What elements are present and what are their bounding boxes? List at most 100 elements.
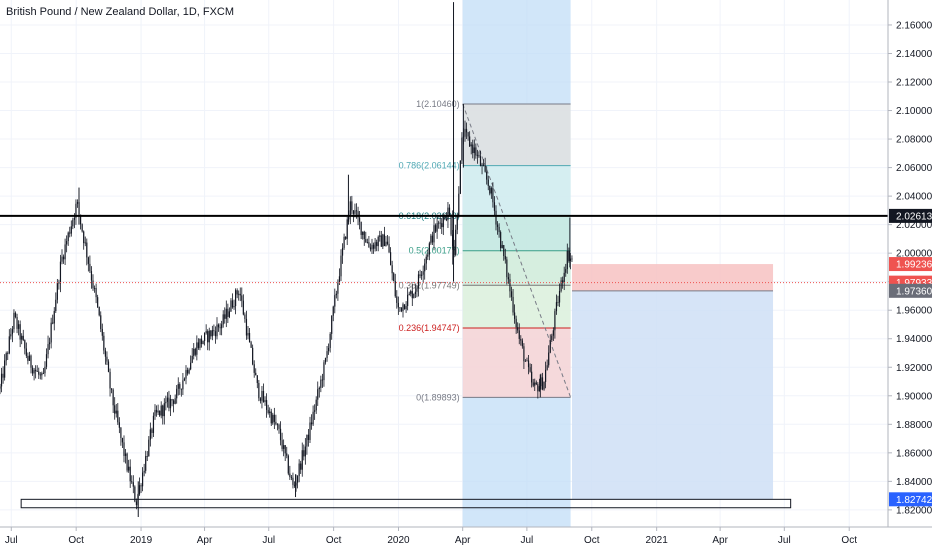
time-axis-label: Oct [584, 535, 600, 546]
candle-body [540, 377, 542, 387]
candle-body [402, 304, 404, 312]
candle-body [159, 410, 161, 416]
candle-body [227, 308, 229, 317]
candle-body [328, 347, 330, 352]
price-tag-label: 1.82742 [896, 495, 932, 506]
time-axis-background [0, 527, 932, 550]
candle-body [456, 215, 458, 230]
candle-body [7, 353, 9, 354]
candle-body [279, 428, 282, 441]
candle-body [369, 247, 372, 250]
candle-body [168, 397, 170, 409]
candle-body [425, 256, 427, 264]
candle-body [303, 450, 305, 457]
fib-level-label: 1(2.10460) [416, 99, 460, 109]
candle-body [25, 348, 27, 356]
price-tag-background [889, 257, 932, 272]
candle-body [555, 302, 558, 312]
candle-body [391, 265, 393, 274]
candle-body [510, 291, 513, 297]
candle-body [431, 235, 434, 243]
candle-body [256, 375, 258, 384]
candle-body [250, 342, 252, 348]
candle-body [73, 217, 75, 220]
candle-body [103, 335, 105, 351]
candle-body [501, 245, 503, 249]
candle-body [362, 231, 364, 235]
price-tag-label: 2.02613 [896, 211, 932, 222]
fib-level-label: 0.382(1.97749) [399, 280, 460, 290]
time-axis-label: Apr [197, 535, 213, 546]
chart-title: British Pound / New Zealand Dollar, 1D, … [6, 6, 235, 18]
candle-body [0, 386, 1, 389]
candle-body [514, 312, 516, 319]
fib-level-label: 0(1.89893) [416, 392, 460, 402]
candle-body [293, 484, 296, 486]
price-axis-label: 1.90000 [896, 391, 932, 402]
candle-body [193, 348, 195, 356]
candle-body [72, 219, 74, 227]
candle-body [143, 470, 145, 473]
candle-body [337, 283, 339, 294]
candle-body [496, 224, 499, 227]
candle-body [419, 274, 421, 276]
candle-body [297, 476, 299, 483]
candle-body [492, 188, 494, 203]
candle-body [214, 331, 217, 337]
candle-body [565, 269, 567, 273]
candle-body [236, 290, 238, 295]
candle-body [5, 353, 7, 361]
candle-body [498, 226, 500, 233]
candle-body [295, 482, 297, 486]
price-tag: 1.99236 [889, 257, 932, 272]
candle-body [58, 282, 60, 284]
candle-body [162, 405, 164, 417]
candle-body [228, 311, 230, 317]
candle-body [393, 273, 395, 282]
candle-body [67, 232, 69, 242]
candle-body [386, 241, 389, 244]
fib-zone [462, 215, 571, 251]
candle-body [422, 271, 424, 275]
candle-body [258, 383, 260, 399]
candle-body [273, 414, 275, 422]
candle-body [217, 324, 220, 328]
candle-body [396, 296, 398, 303]
candle-body [123, 442, 125, 456]
candle-body [307, 434, 310, 440]
candle-body [512, 296, 514, 313]
candle-body [211, 330, 213, 337]
candle-body [140, 485, 142, 487]
candle-body [363, 231, 365, 240]
candle-body [174, 398, 176, 404]
candle-body [470, 144, 472, 147]
candle-body [97, 297, 99, 307]
candle-body [188, 369, 190, 374]
candle-body [334, 295, 336, 307]
candle-body [262, 390, 265, 403]
candle-body [355, 210, 358, 212]
price-tag-background [889, 208, 932, 223]
candle-body [200, 338, 203, 344]
candle-body [284, 445, 286, 454]
candle-body [235, 290, 237, 307]
candle-body [478, 154, 480, 157]
candle-body [13, 312, 15, 330]
candle-body [253, 364, 255, 373]
candle-body [117, 410, 119, 423]
candle-body [326, 351, 328, 359]
candle-body [400, 307, 403, 312]
candle-body [163, 403, 165, 417]
candle-body [551, 335, 553, 341]
candle-body [121, 437, 124, 443]
candle-body [44, 366, 46, 374]
candle-body [59, 261, 62, 284]
candle-body [135, 501, 137, 506]
candle-body [399, 307, 401, 309]
candle-body [41, 373, 43, 376]
candle-body [146, 456, 148, 457]
candle-body [455, 229, 457, 255]
time-axis-label: Oct [68, 535, 84, 546]
candle-body [571, 258, 573, 260]
